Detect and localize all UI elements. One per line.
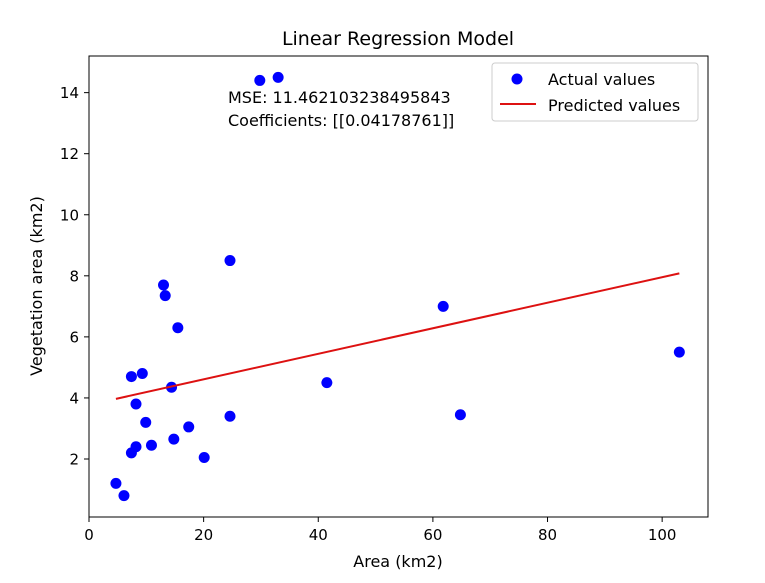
regression-line [115,272,680,400]
mse-annotation: MSE: 11.462103238495843 [228,88,451,107]
y-tick-label: 4 [69,389,79,407]
marks-layer [110,71,685,502]
y-tick-label: 2 [69,450,79,468]
data-point-actual-5 [130,441,142,453]
data-point-actual-23 [673,346,685,358]
coefficients-annotation: Coefficients: [[0.04178761]] [228,111,454,130]
x-tick-label: 0 [84,526,94,544]
y-tick-label: 12 [60,145,79,163]
data-point-actual-22 [454,409,466,421]
data-point-actual-4 [130,398,142,410]
data-point-actual-12 [168,433,180,445]
data-point-actual-13 [172,322,184,334]
data-point-actual-10 [159,290,171,302]
chart-title: Linear Regression Model [282,28,514,50]
x-tick-label: 20 [194,526,213,544]
data-point-actual-0 [110,477,122,489]
data-point-actual-17 [224,410,236,422]
data-point-actual-1 [118,490,130,502]
plot-frame [88,55,709,518]
data-point-actual-16 [224,255,236,267]
legend: Actual values Predicted values [491,62,699,122]
data-point-actual-9 [158,279,170,291]
data-point-actual-20 [321,377,333,389]
data-point-actual-6 [136,368,148,380]
x-tick-label: 40 [309,526,328,544]
x-tick-label: 60 [423,526,442,544]
legend-label-predicted-values: Predicted values [548,96,680,115]
data-point-actual-7 [140,416,152,428]
y-tick-label: 6 [69,328,79,346]
legend-marker-actual-values [511,73,523,85]
y-tick-label: 14 [60,84,79,102]
data-point-actual-8 [145,439,157,451]
data-point-actual-18 [254,74,266,86]
data-point-actual-19 [272,71,284,83]
x-tick-label: 80 [538,526,557,544]
y-axis-label: Vegetation area (km2) [27,196,46,376]
legend-label-actual-values: Actual values [548,70,655,89]
y-tick-label: 10 [60,206,79,224]
data-point-actual-2 [125,371,137,383]
data-point-actual-21 [437,300,449,312]
axis-ticks: 0 20 40 60 80 100 2 4 6 8 10 12 14 [60,84,677,544]
y-tick-label: 8 [69,267,79,285]
data-point-actual-15 [198,451,210,463]
legend-box [491,62,699,122]
data-point-actual-14 [183,421,195,433]
x-axis-label: Area (km2) [353,552,442,571]
x-tick-label: 100 [648,526,677,544]
